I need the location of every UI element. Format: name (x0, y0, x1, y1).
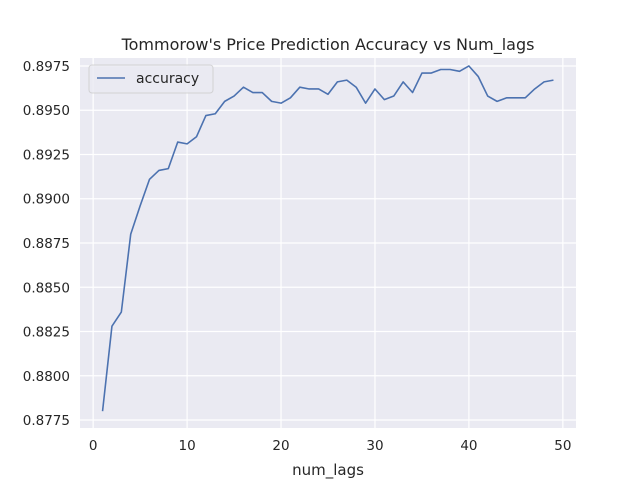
y-gridlines (80, 65, 576, 421)
x-tick-label: 50 (554, 438, 571, 454)
x-tick-label: 0 (89, 438, 98, 454)
y-tick-label: 0.8850 (23, 280, 70, 296)
series-group (101, 65, 554, 412)
legend-box (88, 64, 214, 94)
y-tick-label: 0.8975 (23, 59, 70, 75)
x-tick-label: 20 (272, 438, 289, 454)
x-axis-label: num_lags (292, 461, 364, 480)
y-tick-label: 0.8800 (23, 369, 70, 385)
y-tick-label: 0.8950 (23, 103, 70, 119)
x-tick-label: 30 (366, 438, 383, 454)
y-tick-label: 0.8775 (23, 413, 70, 429)
legend: accuracy (88, 64, 214, 94)
y-tick-label: 0.8825 (23, 325, 70, 341)
y-tick-label: 0.8875 (23, 236, 70, 252)
x-tick-label: 10 (178, 438, 195, 454)
chart-title: Tommorow's Price Prediction Accuracy vs … (121, 35, 535, 55)
x-tick-label: 40 (460, 438, 477, 454)
legend-label-accuracy: accuracy (136, 71, 199, 87)
x-tick-labels: 0 10 20 30 40 50 (89, 438, 572, 454)
series-line-accuracy (101, 65, 554, 412)
y-tick-label: 0.8925 (23, 147, 70, 163)
y-tick-labels: 0.8775 0.8800 0.8825 0.8850 0.8875 0.8900 0.89… (23, 59, 70, 429)
y-tick-label: 0.8900 (23, 192, 70, 208)
